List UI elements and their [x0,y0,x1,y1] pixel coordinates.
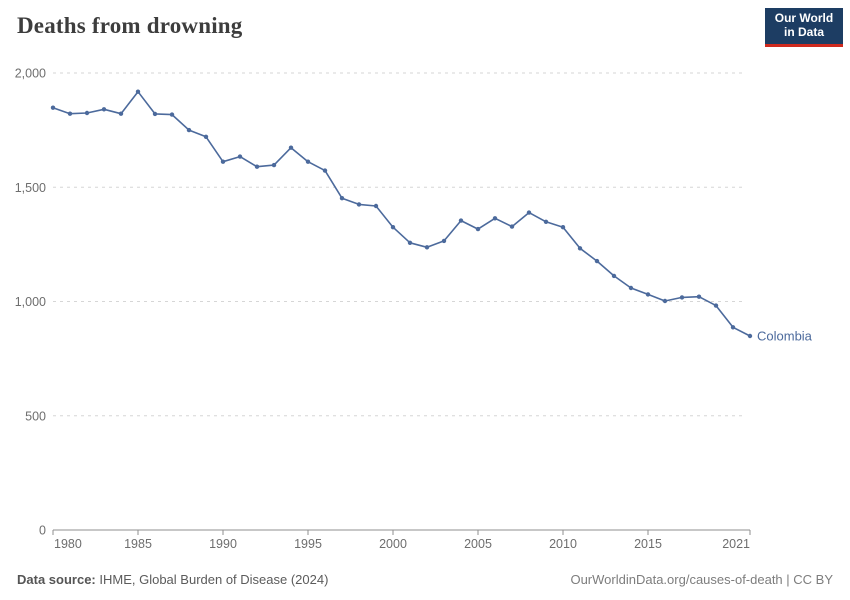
data-source-text: IHME, Global Burden of Disease (2024) [99,572,329,587]
data-point-marker[interactable] [441,238,447,244]
owid-logo-line2: in Data [783,25,824,39]
x-axis-label: 1990 [209,537,237,551]
data-point-marker[interactable] [696,294,702,299]
y-axis-label: 0 [39,524,46,538]
x-axis-label: 2015 [634,537,662,551]
data-point-marker[interactable] [526,210,532,215]
y-axis-label: 500 [25,409,46,423]
x-axis-label: 1985 [124,537,152,551]
data-point-marker[interactable] [645,292,651,297]
data-point-marker[interactable] [373,203,379,209]
chart-footer: Data source: IHME, Global Burden of Dise… [0,572,850,587]
data-point-marker[interactable] [662,298,668,304]
data-point-marker[interactable] [407,240,413,245]
data-point-marker[interactable] [220,159,226,164]
data-point-marker[interactable] [458,218,464,223]
y-axis-label: 1,000 [15,295,46,309]
x-axis-label: 2005 [464,537,492,551]
x-axis-label: 2021 [722,537,750,551]
series-line[interactable] [52,90,751,337]
y-axis-label: 2,000 [15,67,46,81]
data-point-marker[interactable] [84,110,90,116]
data-point-marker[interactable] [356,202,362,207]
chart-title: Deaths from drowning [17,13,243,38]
data-point-marker[interactable] [118,111,124,116]
owid-logo-line1: Our World [774,11,834,26]
x-axis-label: 2010 [549,537,577,551]
entity-label[interactable]: Colombia [757,329,813,344]
data-point-marker[interactable] [305,159,311,164]
data-point-marker[interactable] [577,246,583,251]
data-source-label: Data source: [17,572,96,587]
data-point-marker[interactable] [135,89,141,94]
data-point-marker[interactable] [203,134,209,139]
data-point-marker[interactable] [594,258,600,264]
data-point-marker[interactable] [424,245,430,250]
data-point-marker[interactable] [254,164,260,169]
data-source-note: Data source: IHME, Global Burden of Dise… [17,572,328,587]
data-point-marker[interactable] [628,285,634,291]
data-point-marker[interactable] [560,225,566,230]
owid-logo[interactable]: Our World in Data [765,8,843,47]
data-point-marker[interactable] [509,224,515,229]
y-axis-label: 1,500 [15,181,46,195]
data-point-marker[interactable] [67,111,73,116]
data-point-marker[interactable] [713,303,719,308]
data-point-marker[interactable] [679,295,685,300]
data-point-marker[interactable] [101,107,107,112]
data-point-marker[interactable] [271,162,277,168]
data-point-marker[interactable] [747,333,753,339]
data-point-marker[interactable] [730,325,736,330]
attribution-link[interactable]: OurWorldinData.org/causes-of-death | CC … [570,572,833,587]
data-point-marker[interactable] [543,219,549,224]
data-point-marker[interactable] [50,105,56,110]
data-point-marker[interactable] [186,127,192,133]
data-point-marker[interactable] [152,111,158,117]
x-axis-label: 1980 [54,537,82,551]
data-point-marker[interactable] [339,196,345,201]
data-point-marker[interactable] [611,273,617,279]
data-point-marker[interactable] [169,112,175,117]
x-axis-label: 2000 [379,537,407,551]
data-point-marker[interactable] [390,225,396,230]
data-point-marker[interactable] [288,145,294,150]
data-point-marker[interactable] [322,168,328,173]
data-point-marker[interactable] [237,154,243,159]
data-point-marker[interactable] [475,226,481,232]
x-axis-label: 1995 [294,537,322,551]
data-point-marker[interactable] [492,216,498,221]
